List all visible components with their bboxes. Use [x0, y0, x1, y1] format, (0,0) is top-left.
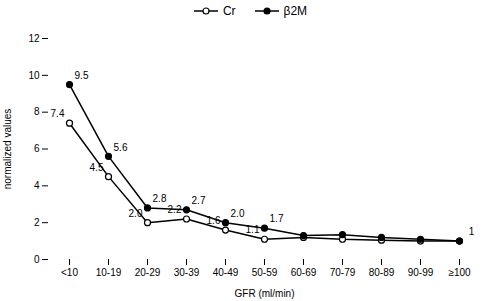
svg-text:≥100: ≥100	[448, 267, 471, 278]
svg-text:10-19: 10-19	[96, 267, 122, 278]
svg-text:4: 4	[34, 180, 40, 191]
svg-text:2.0: 2.0	[231, 208, 245, 219]
svg-text:90-99: 90-99	[408, 267, 434, 278]
svg-text:1.7: 1.7	[270, 213, 284, 224]
svg-text:6: 6	[34, 143, 40, 154]
svg-text:8: 8	[34, 106, 40, 117]
svg-text:GFR (ml/min): GFR (ml/min)	[235, 288, 295, 299]
svg-text:5.6: 5.6	[114, 142, 128, 153]
svg-text:40-49: 40-49	[213, 267, 239, 278]
svg-text:70-79: 70-79	[330, 267, 356, 278]
svg-text:9.5: 9.5	[75, 70, 89, 81]
svg-text:10: 10	[28, 70, 40, 81]
svg-text:1: 1	[469, 226, 475, 237]
svg-text:normalized values: normalized values	[2, 109, 13, 190]
html-text:Cr: Cr	[222, 4, 236, 18]
svg-text:80-89: 80-89	[369, 267, 395, 278]
svg-text:2: 2	[34, 217, 40, 228]
svg-text:4.5: 4.5	[90, 162, 104, 173]
svg-text:20-29: 20-29	[135, 267, 161, 278]
svg-text:2.0: 2.0	[129, 208, 143, 219]
svg-text:2.2: 2.2	[167, 204, 182, 216]
svg-text:12: 12	[28, 33, 40, 44]
svg-text:50-59: 50-59	[252, 267, 278, 278]
svg-text:30-39: 30-39	[174, 267, 200, 278]
svg-text:<10: <10	[61, 267, 78, 278]
svg-text:60-69: 60-69	[291, 267, 317, 278]
html-text:β2M: β2M	[283, 4, 308, 18]
svg-text:0: 0	[34, 254, 40, 265]
svg-text:1.1: 1.1	[245, 224, 260, 236]
svg-text:7.4: 7.4	[51, 108, 65, 119]
svg-text:2.8: 2.8	[153, 193, 167, 204]
svg-text:2.7: 2.7	[192, 195, 206, 206]
svg-text:1.6: 1.6	[206, 215, 221, 227]
